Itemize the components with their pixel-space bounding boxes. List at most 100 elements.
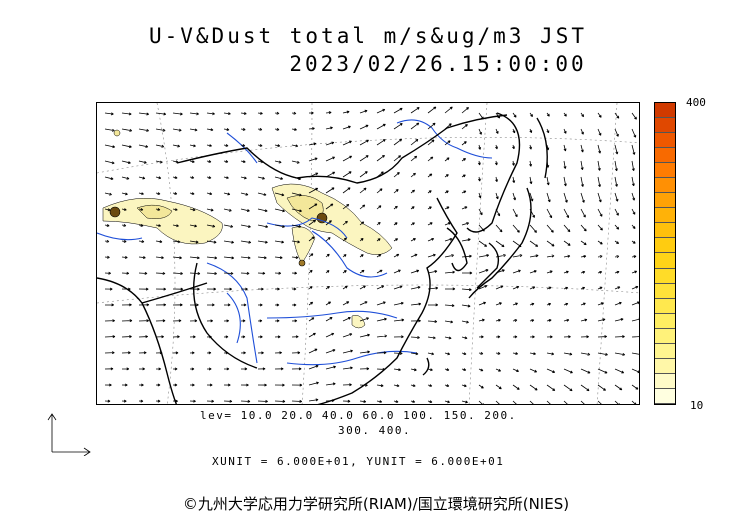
wind-arrow	[597, 302, 604, 306]
wind-arrow	[138, 399, 144, 403]
wind-arrow	[427, 222, 433, 226]
wind-arrow	[376, 269, 383, 274]
wind-arrow	[257, 367, 266, 371]
wind-arrow	[494, 160, 498, 166]
wind-arrow	[563, 240, 571, 246]
wind-arrow	[614, 208, 619, 216]
wind-arrow	[444, 222, 451, 226]
wind-arrow	[444, 174, 449, 178]
wind-arrow	[342, 270, 347, 274]
wind-arrow	[104, 192, 112, 196]
wind-arrow	[512, 254, 523, 258]
wind-arrow	[138, 208, 144, 211]
wind-arrow	[376, 139, 386, 146]
wind-arrow	[104, 287, 113, 291]
wind-arrow	[172, 256, 182, 260]
wind-arrow	[529, 384, 538, 391]
wind-arrow	[206, 367, 212, 371]
wind-arrow	[512, 352, 518, 355]
wind-arrow	[342, 285, 348, 290]
wind-arrow	[206, 271, 217, 275]
wind-arrow	[631, 285, 639, 290]
wind-arrow	[189, 176, 195, 179]
wind-arrow	[274, 144, 281, 148]
wind-arrow	[614, 160, 618, 172]
wind-arrow	[138, 351, 147, 355]
wind-arrow	[495, 384, 502, 390]
wind-arrow	[121, 287, 131, 291]
wind-arrow	[478, 351, 484, 355]
wind-arrow	[614, 176, 618, 187]
wind-arrow	[512, 302, 518, 306]
wind-arrow	[189, 144, 196, 148]
wind-arrow	[325, 237, 331, 242]
wind-arrow	[291, 240, 300, 244]
wind-arrow	[121, 367, 130, 371]
wind-arrow	[376, 301, 386, 306]
wind-arrow	[206, 287, 217, 291]
wind-arrow	[563, 160, 567, 169]
dust-wind-map	[96, 102, 640, 405]
wind-arrow	[155, 399, 161, 403]
wind-arrow	[206, 208, 214, 212]
wind-arrow	[172, 287, 184, 291]
wind-arrow	[138, 239, 145, 243]
wind-arrow	[291, 160, 300, 164]
wind-arrow	[308, 172, 319, 178]
colorbar-segment	[655, 208, 675, 224]
wind-arrow	[444, 270, 455, 274]
wind-arrow	[325, 253, 330, 258]
contour-levels-line2: 300. 400.	[338, 424, 412, 437]
wind-arrow	[257, 176, 265, 180]
wind-arrow	[325, 187, 335, 194]
wind-arrow	[461, 222, 470, 226]
wind-arrow	[427, 336, 436, 340]
wind-arrow	[206, 160, 212, 163]
wind-arrow	[325, 301, 331, 306]
wind-arrow	[597, 160, 601, 171]
wind-arrow	[512, 269, 521, 274]
wind-arrow	[495, 318, 501, 322]
wind-arrow	[512, 368, 519, 373]
wind-arrow	[376, 351, 387, 355]
wind-arrow	[257, 287, 264, 291]
wind-arrow	[138, 176, 146, 180]
wind-arrow	[121, 128, 133, 132]
wind-arrow	[104, 112, 114, 116]
wind-arrow	[155, 192, 161, 195]
wind-arrow	[155, 176, 162, 180]
colorbar-segment	[655, 313, 675, 329]
wind-arrow	[223, 271, 234, 275]
wind-arrow	[325, 399, 335, 403]
wind-arrow	[342, 333, 353, 338]
wind-arrow	[291, 319, 298, 323]
wind-arrow	[529, 128, 533, 133]
wind-arrow	[529, 319, 535, 322]
wind-arrow	[342, 110, 350, 114]
wind-arrow	[359, 333, 370, 338]
colorbar-segment	[655, 373, 675, 389]
wind-arrow	[240, 319, 246, 323]
dust-plume-west-core	[136, 204, 173, 219]
wind-arrow	[393, 269, 401, 274]
wind-arrow	[172, 367, 178, 371]
color-scale-bar	[654, 102, 676, 405]
wind-arrow	[461, 238, 471, 242]
wind-arrow	[597, 318, 606, 322]
wind-arrow	[189, 351, 195, 355]
wind-arrow	[240, 208, 250, 212]
wind-arrow	[206, 240, 217, 244]
wind-arrow	[291, 351, 301, 355]
wind-arrow	[257, 144, 263, 147]
wind-arrow	[495, 144, 498, 150]
wind-arrow	[597, 176, 601, 188]
wind-arrow	[257, 335, 263, 339]
wind-arrow	[444, 400, 450, 404]
wind-arrow	[138, 160, 147, 164]
wind-arrow	[546, 270, 553, 274]
wind-arrow	[308, 317, 315, 322]
wind-arrow	[189, 208, 196, 212]
wind-arrow	[478, 192, 482, 199]
wind-arrow	[121, 144, 132, 149]
wind-arrow	[291, 287, 297, 291]
